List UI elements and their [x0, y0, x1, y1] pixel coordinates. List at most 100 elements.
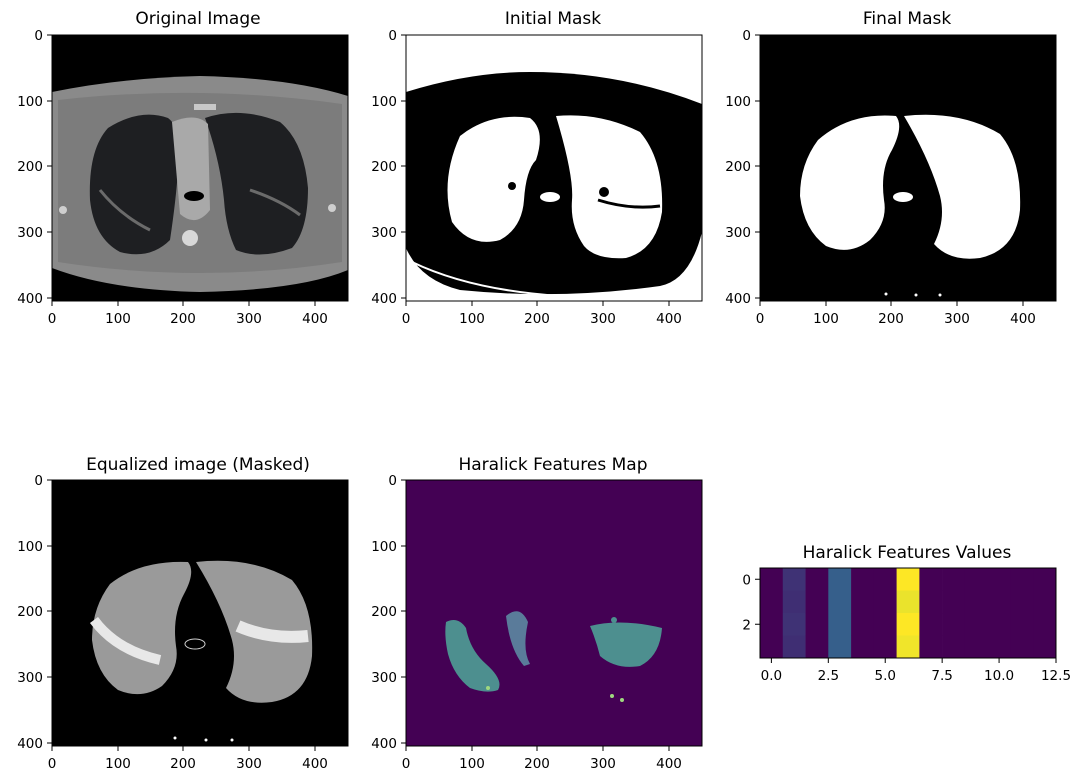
- y-tick-label: 0: [742, 28, 751, 44]
- panel-title: Original Image: [135, 9, 260, 29]
- heatmap-cell: [964, 590, 988, 614]
- y-axis: 0 100 200 300 400: [17, 28, 52, 307]
- heatmap-cell: [919, 590, 943, 614]
- x-tick-label: 100: [813, 311, 839, 327]
- heatmap-cell: [1010, 635, 1034, 659]
- x-axis: 0 100 200 300 400: [48, 746, 328, 772]
- x-axis: 0 100 200 300 400: [402, 301, 682, 327]
- y-tick-label: 400: [725, 291, 751, 307]
- y-axis: 0 100 200 300 400: [371, 473, 406, 752]
- x-tick-label: 300: [236, 311, 262, 327]
- heatmap-cell: [964, 613, 988, 636]
- panel-haralick-values: Haralick Features Values 0.0 2.5 5.0 7.5 10.…: [742, 543, 1071, 684]
- heatmap-cell: [805, 568, 829, 591]
- image-original: [52, 35, 348, 301]
- x-tick-label: 400: [302, 311, 328, 327]
- y-axis: 0 100 200 300 400: [17, 473, 52, 752]
- x-axis: 0 100 200 300 400: [756, 301, 1036, 327]
- panel-equalized-image: Equalized image (Masked) 0 100 200 300 4…: [17, 455, 349, 772]
- heatmap-cells: [760, 568, 1057, 659]
- x-tick-label: 400: [656, 311, 682, 327]
- y-tick-label: 300: [17, 670, 43, 686]
- heatmap-cell: [919, 635, 943, 659]
- y-tick-label: 200: [17, 159, 43, 175]
- heatmap-cell: [919, 568, 943, 591]
- heatmap-cell: [942, 635, 966, 659]
- y-tick-label: 300: [725, 225, 751, 241]
- y-tick-label: 300: [17, 225, 43, 241]
- y-tick-label: 0: [34, 473, 43, 489]
- y-tick-label: 0: [388, 473, 397, 489]
- x-tick-label: 300: [590, 756, 616, 772]
- panel-title: Equalized image (Masked): [86, 455, 310, 475]
- heatmap-cell: [828, 635, 852, 659]
- heatmap-cell: [1033, 590, 1057, 614]
- y-axis: 0 100 200 300 400: [371, 28, 406, 307]
- heatmap-cell: [964, 568, 988, 591]
- x-tick-label: 0: [48, 756, 57, 772]
- heatmap-y-axis: 02: [742, 572, 760, 633]
- heatmap-cell: [782, 568, 806, 591]
- y-tick-label: 400: [371, 736, 397, 752]
- image-final-mask: [760, 35, 1056, 301]
- panel-haralick-map: Haralick Features Map 0 100 200 300 400 …: [371, 455, 703, 772]
- x-tick-label: 400: [656, 756, 682, 772]
- y-tick-label: 2: [742, 617, 751, 633]
- heatmap-cell: [987, 635, 1011, 659]
- heatmap-cell: [896, 635, 920, 659]
- heatmap-cell: [942, 613, 966, 636]
- heatmap-cell: [873, 613, 897, 636]
- heatmap-cell: [1010, 613, 1034, 636]
- heatmap-cell: [896, 613, 920, 636]
- panel-title: Final Mask: [863, 9, 952, 29]
- x-tick-label: 0: [402, 756, 411, 772]
- y-tick-label: 100: [17, 539, 43, 555]
- y-tick-label: 0: [34, 28, 43, 44]
- image-haralick-map: [406, 480, 702, 746]
- heatmap-cell: [873, 590, 897, 614]
- y-tick-label: 100: [371, 94, 397, 110]
- x-tick-label: 200: [170, 311, 196, 327]
- heatmap-cell: [1010, 568, 1034, 591]
- x-tick-label: 5.0: [874, 668, 895, 684]
- x-tick-label: 12.5: [1041, 668, 1071, 684]
- x-tick-label: 100: [105, 756, 131, 772]
- x-tick-label: 7.5: [931, 668, 952, 684]
- x-tick-label: 300: [590, 311, 616, 327]
- heatmap-cell: [964, 635, 988, 659]
- y-tick-label: 100: [371, 539, 397, 555]
- y-tick-label: 400: [371, 291, 397, 307]
- x-tick-label: 200: [878, 311, 904, 327]
- heatmap-cell: [760, 613, 784, 636]
- heatmap-cell: [760, 568, 784, 591]
- x-tick-label: 400: [1010, 311, 1036, 327]
- heatmap-cell: [896, 590, 920, 614]
- heatmap-cell: [873, 568, 897, 591]
- heatmap-cell: [942, 590, 966, 614]
- heatmap-frame: [759, 567, 1057, 659]
- heatmap-cell: [828, 590, 852, 614]
- x-tick-label: 2.5: [818, 668, 839, 684]
- heatmap-cell: [782, 635, 806, 659]
- panel-initial-mask: Initial Mask 0 100 200 300 400 0 100 200…: [371, 9, 703, 327]
- heatmap-cell: [873, 635, 897, 659]
- heatmap-cell: [828, 568, 852, 591]
- heatmap-cell: [851, 613, 875, 636]
- heatmap-cell: [782, 590, 806, 614]
- x-tick-label: 100: [105, 311, 131, 327]
- y-tick-label: 300: [371, 225, 397, 241]
- y-tick-label: 100: [725, 94, 751, 110]
- x-tick-label: 10.0: [984, 668, 1014, 684]
- panel-title: Initial Mask: [505, 9, 601, 29]
- heatmap-cell: [782, 613, 806, 636]
- x-tick-label: 300: [236, 756, 262, 772]
- chart-title: Haralick Features Values: [803, 543, 1012, 563]
- panel-final-mask: Final Mask 0 100 200 300 400 0 100 200 3…: [725, 9, 1057, 327]
- x-tick-label: 100: [459, 756, 485, 772]
- x-tick-label: 200: [524, 311, 550, 327]
- x-tick-label: 0: [756, 311, 765, 327]
- heatmap-cell: [851, 635, 875, 659]
- y-tick-label: 300: [371, 670, 397, 686]
- heatmap-cell: [919, 613, 943, 636]
- heatmap-cell: [828, 613, 852, 636]
